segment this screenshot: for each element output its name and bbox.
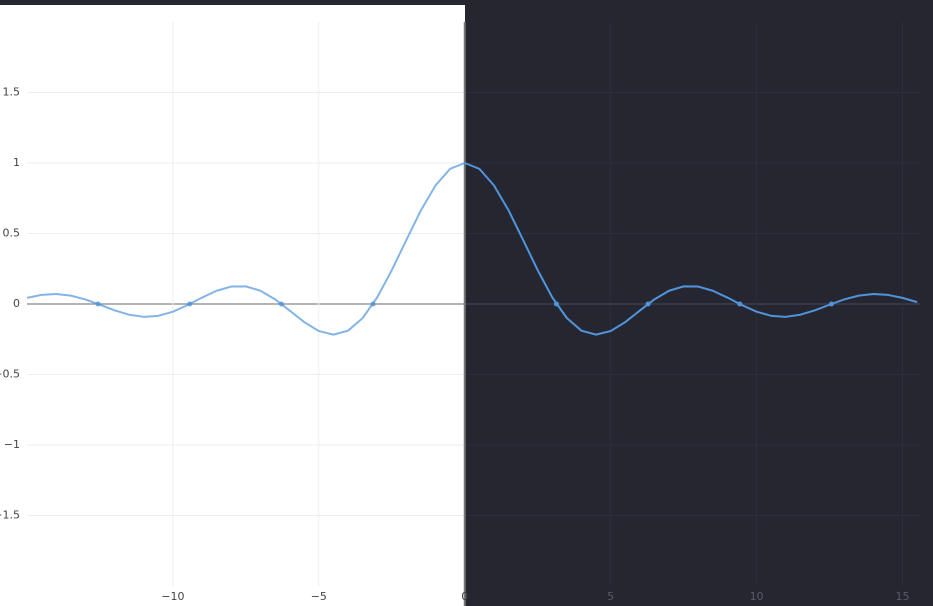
x-tick-label: −10 [161,590,184,603]
marker [645,301,651,307]
x-tick-label: 10 [750,590,764,603]
x-tick-label: 0 [461,590,468,603]
marker [187,301,193,307]
x-tick-label: 15 [895,590,909,603]
y-tick-label: −1 [4,438,20,451]
x-tick-label: 5 [607,590,614,603]
y-tick-label: 0.5 [3,227,21,240]
y-tick-label: −0.5 [0,368,20,381]
y-tick-label: 1.5 [3,86,21,99]
marker [737,301,743,307]
marker [95,301,101,307]
top-bar [0,0,933,5]
y-tick-label: 1 [13,156,20,169]
marker [278,301,284,307]
marker [553,301,559,307]
marker [828,301,834,307]
y-tick-label: −1.5 [0,509,20,522]
line [26,162,918,336]
x-tick-label: −5 [311,590,327,603]
marker [370,301,376,307]
dark-panel [465,0,933,606]
y-tick-label: 0 [13,297,20,310]
